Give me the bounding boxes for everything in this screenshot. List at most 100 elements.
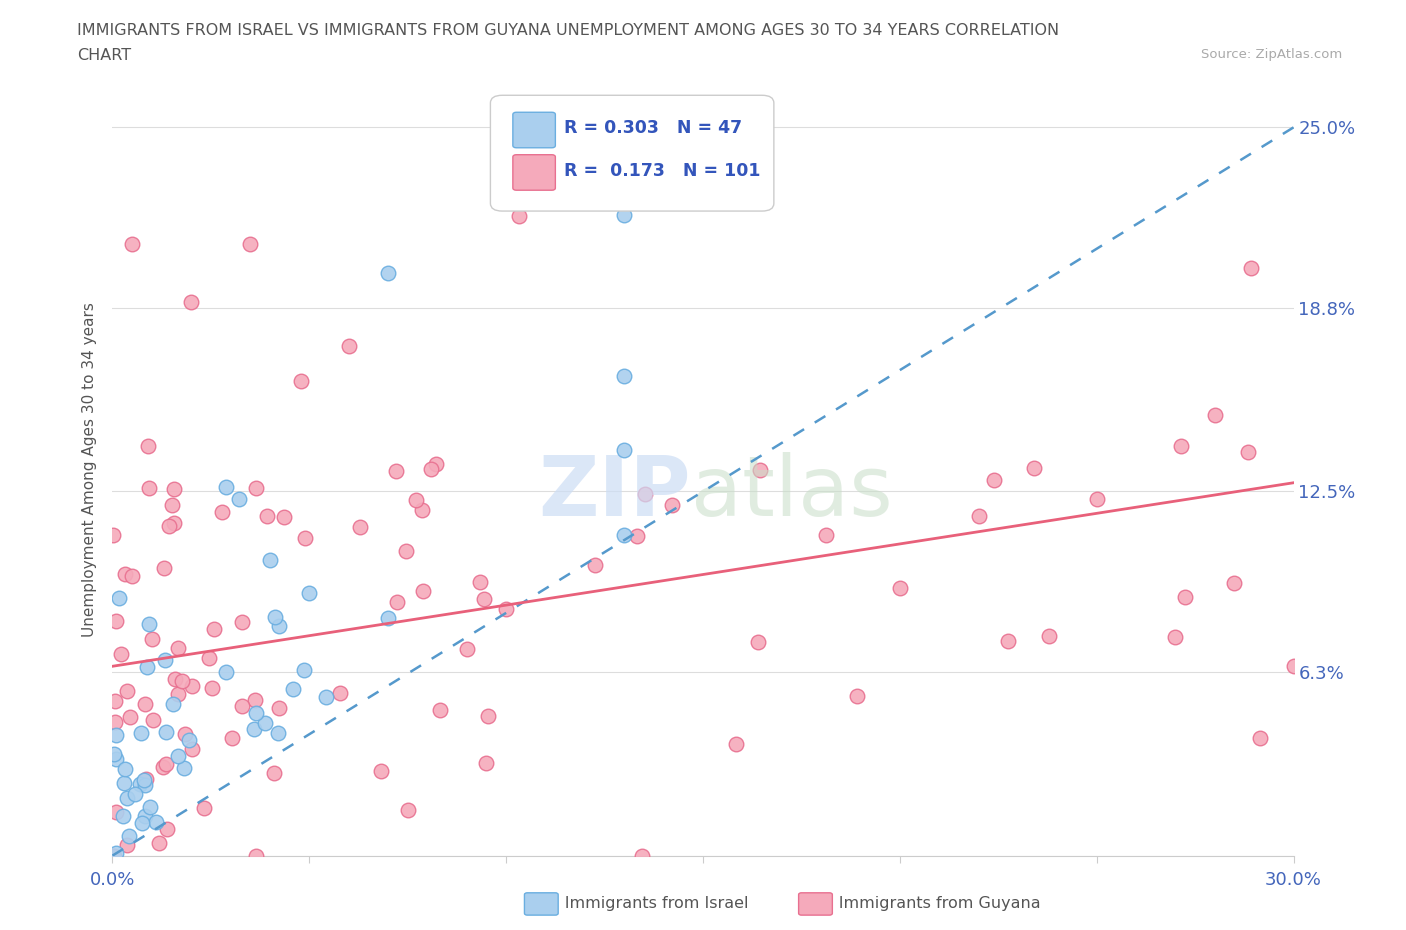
Point — [269, 700, 291, 715]
Point — [724, 737, 747, 751]
Point — [179, 732, 201, 747]
Point — [583, 557, 606, 572]
Point — [174, 726, 197, 741]
Point — [474, 756, 496, 771]
Point — [180, 679, 202, 694]
Text: CHART: CHART — [77, 48, 131, 63]
Point — [630, 848, 652, 863]
Point — [245, 848, 267, 863]
FancyBboxPatch shape — [491, 95, 773, 211]
Point — [337, 339, 360, 353]
Point — [139, 800, 162, 815]
Point — [228, 492, 250, 507]
Point — [245, 706, 267, 721]
Point — [290, 374, 312, 389]
Point — [104, 846, 127, 861]
Point — [134, 809, 156, 824]
Point — [141, 631, 163, 646]
Text: Immigrants from Guyana: Immigrants from Guyana — [808, 897, 1040, 911]
Point — [167, 749, 190, 764]
Point — [131, 816, 153, 830]
Point — [420, 461, 443, 476]
Point — [294, 530, 316, 545]
Point — [456, 642, 478, 657]
Point — [138, 617, 160, 631]
Point — [204, 621, 226, 636]
Text: ZIP: ZIP — [538, 452, 692, 533]
Point — [134, 697, 156, 711]
Point — [136, 438, 159, 453]
FancyBboxPatch shape — [513, 113, 555, 148]
Point — [163, 516, 186, 531]
Point — [201, 681, 224, 696]
Point — [115, 838, 138, 853]
Point — [613, 368, 636, 383]
Text: R =  0.173   N = 101: R = 0.173 N = 101 — [564, 162, 761, 179]
Point — [117, 829, 139, 844]
Point — [156, 822, 179, 837]
Point — [180, 295, 202, 310]
Point — [377, 611, 399, 626]
Point — [315, 690, 337, 705]
Point — [165, 671, 187, 686]
Point — [889, 580, 911, 595]
Point — [1038, 628, 1060, 643]
Point — [145, 815, 167, 830]
Point — [1170, 438, 1192, 453]
Point — [263, 610, 285, 625]
Point — [124, 786, 146, 801]
Point — [134, 777, 156, 792]
Point — [273, 510, 295, 525]
Point — [1223, 576, 1246, 591]
Text: R = 0.303   N = 47: R = 0.303 N = 47 — [564, 119, 742, 138]
Point — [613, 443, 636, 458]
Point — [292, 662, 315, 677]
Point — [173, 760, 195, 775]
Point — [846, 688, 869, 703]
Point — [155, 756, 177, 771]
Point — [245, 480, 267, 495]
Point — [231, 699, 253, 714]
Text: Immigrants from Israel: Immigrants from Israel — [534, 897, 749, 911]
Point — [239, 236, 262, 251]
Point — [114, 566, 136, 581]
Point — [104, 804, 127, 819]
Point — [349, 519, 371, 534]
Point — [105, 727, 128, 742]
Point — [266, 725, 288, 740]
Point — [396, 803, 419, 817]
Point — [385, 594, 408, 609]
Point — [411, 502, 433, 517]
Point — [1204, 407, 1226, 422]
Point — [193, 801, 215, 816]
Point — [211, 504, 233, 519]
Point — [112, 776, 135, 790]
Point — [136, 660, 159, 675]
Point — [1164, 630, 1187, 644]
Point — [172, 673, 194, 688]
Point — [395, 543, 418, 558]
Point — [162, 697, 184, 711]
Point — [1249, 731, 1271, 746]
Point — [153, 561, 176, 576]
Point — [138, 480, 160, 495]
Point — [114, 762, 136, 777]
Point — [983, 472, 1005, 487]
Point — [477, 709, 499, 724]
Text: atlas: atlas — [692, 452, 893, 533]
Text: Source: ZipAtlas.com: Source: ZipAtlas.com — [1202, 48, 1343, 61]
Point — [167, 687, 190, 702]
Point — [474, 591, 496, 606]
Point — [152, 759, 174, 774]
Text: IMMIGRANTS FROM ISRAEL VS IMMIGRANTS FROM GUYANA UNEMPLOYMENT AMONG AGES 30 TO 3: IMMIGRANTS FROM ISRAEL VS IMMIGRANTS FRO… — [77, 23, 1060, 38]
Point — [377, 266, 399, 281]
Point — [661, 498, 683, 512]
Point — [105, 614, 128, 629]
Point — [163, 482, 186, 497]
FancyBboxPatch shape — [513, 154, 555, 191]
Point — [121, 569, 143, 584]
Point — [181, 741, 204, 756]
Point — [103, 848, 125, 863]
Point — [215, 480, 238, 495]
Point — [243, 693, 266, 708]
